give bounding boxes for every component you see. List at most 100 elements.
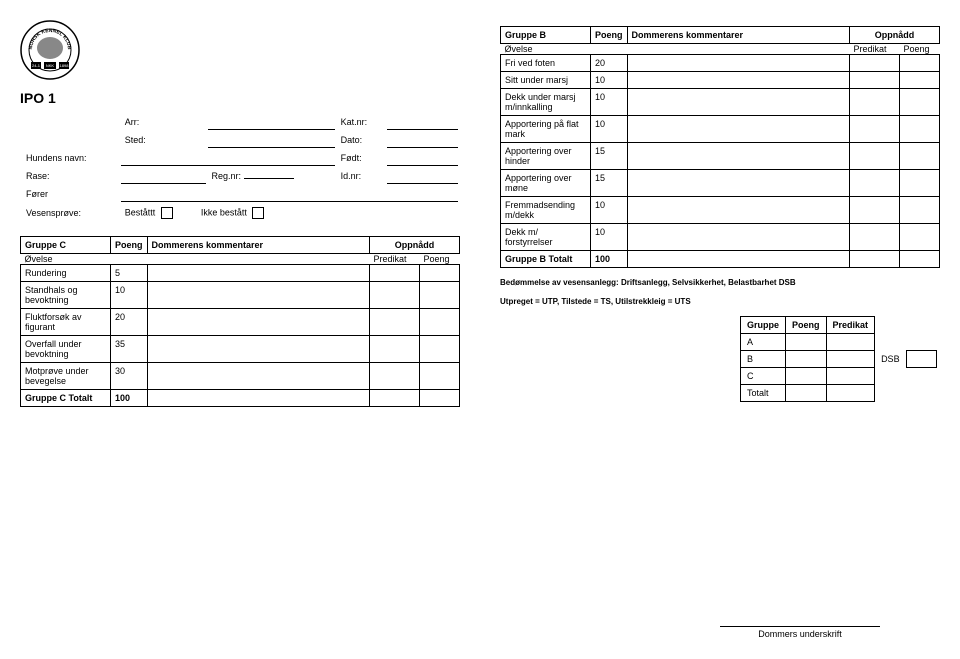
row-c-score[interactable] (420, 265, 460, 282)
row-b-pred[interactable] (850, 72, 900, 89)
summary-cell[interactable] (786, 351, 827, 368)
legend-1: Bedømmelse av vesensanlegg: Driftsanlegg… (500, 278, 940, 287)
summary-dsb-cell[interactable] (906, 351, 936, 368)
row-b-label: Apportering over hinder (501, 143, 591, 170)
row-b-pred[interactable] (850, 224, 900, 251)
summary-cell[interactable] (826, 385, 875, 402)
field-rase[interactable] (121, 168, 206, 184)
summary-dsb-label: DSB (875, 351, 907, 368)
row-c-pred[interactable] (370, 363, 420, 390)
summary-row-a: A (741, 334, 786, 351)
label-katnr: Kat.nr: (337, 114, 386, 130)
row-c-pts: 35 (111, 336, 148, 363)
row-b-label: Fri ved foten (501, 55, 591, 72)
row-b-comm[interactable] (627, 116, 849, 143)
row-b-label: Apportering over møne (501, 170, 591, 197)
row-b-pts: 10 (591, 89, 628, 116)
label-sted: Sted: (121, 132, 206, 148)
row-b-pred[interactable] (850, 170, 900, 197)
row-b-comm[interactable] (627, 55, 849, 72)
subheader-ovelse-b: Øvelse (501, 44, 591, 55)
row-b-pred[interactable] (850, 55, 900, 72)
row-b-score[interactable] (900, 143, 940, 170)
row-b-comm[interactable] (627, 143, 849, 170)
row-b-comm[interactable] (627, 197, 849, 224)
signature-line[interactable] (720, 626, 880, 627)
row-b-score[interactable] (900, 116, 940, 143)
svg-text:24-1: 24-1 (32, 63, 41, 68)
field-sted[interactable] (208, 132, 335, 148)
summary-cell[interactable] (826, 368, 875, 385)
summary-cell[interactable] (786, 385, 827, 402)
row-b-score[interactable] (900, 251, 940, 268)
row-b-pred[interactable] (850, 197, 900, 224)
row-c-comm[interactable] (147, 390, 369, 407)
row-b-score[interactable] (900, 224, 940, 251)
row-c-pred[interactable] (370, 309, 420, 336)
field-fodt[interactable] (387, 150, 458, 166)
row-c-pts: 10 (111, 282, 148, 309)
checkbox-ikke-bestatt[interactable] (252, 207, 264, 219)
row-c-pred[interactable] (370, 390, 420, 407)
row-b-pred[interactable] (850, 116, 900, 143)
row-c-pred[interactable] (370, 336, 420, 363)
row-b-pts: 15 (591, 170, 628, 197)
row-c-pts: 20 (111, 309, 148, 336)
table-gruppe-c: Gruppe C Poeng Dommerens kommentarer Opp… (20, 236, 460, 407)
field-katnr[interactable] (387, 114, 458, 130)
summary-cell[interactable] (826, 351, 875, 368)
label-ikke-bestatt: Ikke bestått (201, 207, 247, 217)
row-b-comm[interactable] (627, 72, 849, 89)
row-b-score[interactable] (900, 55, 940, 72)
row-c-pred[interactable] (370, 265, 420, 282)
field-regnr[interactable] (244, 178, 294, 179)
row-b-comm[interactable] (627, 170, 849, 197)
row-b-pts: 10 (591, 116, 628, 143)
row-c-comm[interactable] (147, 282, 369, 309)
summary-cell[interactable] (786, 368, 827, 385)
checkbox-bestatt[interactable] (161, 207, 173, 219)
header-oppnad-b: Oppnådd (850, 27, 940, 44)
row-c-pred[interactable] (370, 282, 420, 309)
signature-label: Dommers underskrift (720, 629, 880, 639)
row-b-pred[interactable] (850, 251, 900, 268)
row-c-score[interactable] (420, 336, 460, 363)
label-dato: Dato: (337, 132, 386, 148)
row-c-comm[interactable] (147, 363, 369, 390)
row-b-label: Fremmadsending m/dekk (501, 197, 591, 224)
row-b-comm[interactable] (627, 224, 849, 251)
label-rase: Rase: (22, 168, 119, 184)
row-c-score[interactable] (420, 390, 460, 407)
row-b-score[interactable] (900, 197, 940, 224)
label-bestatt: Beståttt (125, 207, 156, 217)
row-b-totalt-label: Gruppe B Totalt (501, 251, 591, 268)
row-b-comm[interactable] (627, 251, 849, 268)
field-forer[interactable] (121, 186, 458, 202)
summary-row-totalt: Totalt (741, 385, 786, 402)
row-c-comm[interactable] (147, 336, 369, 363)
row-b-score[interactable] (900, 170, 940, 197)
info-block: Arr: Kat.nr: Sted: Dato: Hundens navn: F… (20, 112, 460, 224)
row-c-score[interactable] (420, 282, 460, 309)
row-c-comm[interactable] (147, 265, 369, 282)
header-oppnad-c: Oppnådd (370, 237, 460, 254)
row-c-totalt-label: Gruppe C Totalt (21, 390, 111, 407)
row-b-score[interactable] (900, 89, 940, 116)
field-arr[interactable] (208, 114, 335, 130)
field-hund[interactable] (121, 150, 335, 166)
row-c-comm[interactable] (147, 309, 369, 336)
summary-cell[interactable] (786, 334, 827, 351)
label-hund: Hundens navn: (22, 150, 119, 166)
row-b-comm[interactable] (627, 89, 849, 116)
row-c-score[interactable] (420, 309, 460, 336)
row-b-score[interactable] (900, 72, 940, 89)
row-c-score[interactable] (420, 363, 460, 390)
form-title: IPO 1 (20, 90, 460, 106)
row-b-pred[interactable] (850, 89, 900, 116)
field-idnr[interactable] (387, 168, 458, 184)
row-b-pred[interactable] (850, 143, 900, 170)
row-b-totalt-pts: 100 (591, 251, 628, 268)
summary-cell[interactable] (826, 334, 875, 351)
subheader-predikat-b: Predikat (850, 44, 900, 55)
field-dato[interactable] (387, 132, 458, 148)
